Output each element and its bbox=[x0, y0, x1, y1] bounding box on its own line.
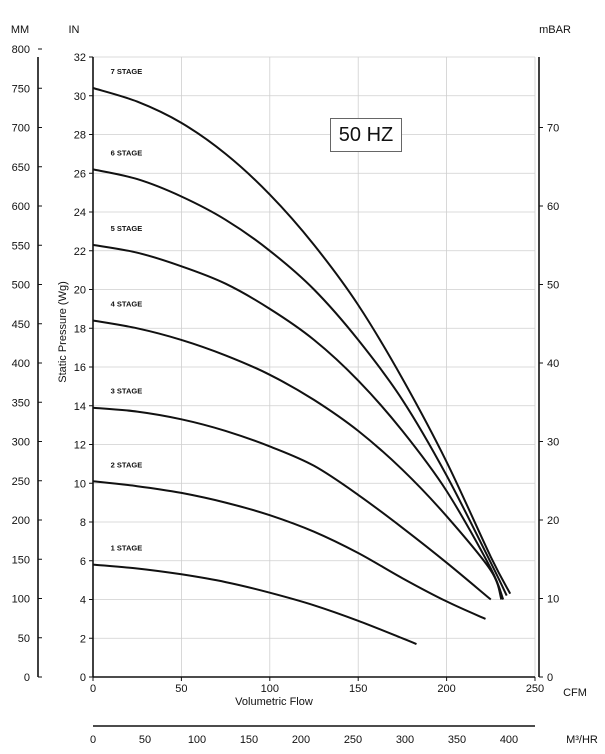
mm-tick-label: 200 bbox=[12, 515, 30, 527]
y-tick-label: 18 bbox=[74, 323, 86, 335]
series-label-stage-6: 6 STAGE bbox=[111, 148, 143, 157]
series-line-stage-7 bbox=[92, 87, 512, 595]
mm-tick-label: 0 bbox=[24, 672, 30, 684]
x-tick-label: 100 bbox=[261, 683, 279, 695]
mm-tick-label: 400 bbox=[12, 358, 30, 370]
y-tick-label: 22 bbox=[74, 246, 86, 258]
y-tick-label: 16 bbox=[74, 362, 86, 374]
m3hr-tick-label: 100 bbox=[188, 734, 206, 746]
grid-layer bbox=[93, 56, 536, 677]
mbar-tick-label: 50 bbox=[547, 280, 559, 292]
series-label-stage-4: 4 STAGE bbox=[111, 300, 143, 309]
x-tick-label: 150 bbox=[349, 683, 367, 695]
mm-tick-label: 150 bbox=[12, 554, 30, 566]
mbar-tick-label: 60 bbox=[547, 201, 559, 213]
series-line-stage-4 bbox=[92, 319, 503, 600]
series-label-stage-2: 2 STAGE bbox=[111, 460, 143, 469]
series-line-stage-5 bbox=[92, 243, 505, 600]
x-tick-label: 250 bbox=[526, 683, 544, 695]
mm-tick-label: 750 bbox=[12, 83, 30, 95]
mm-tick-label: 250 bbox=[12, 476, 30, 488]
mm-tick-label: 500 bbox=[12, 280, 30, 292]
mm-tick-label: 50 bbox=[18, 633, 30, 645]
mm-tick-label: 100 bbox=[12, 594, 30, 606]
y-tick-label: 8 bbox=[80, 517, 86, 529]
x-tick-label: 200 bbox=[437, 683, 455, 695]
m3hr-tick-label: 50 bbox=[139, 734, 151, 746]
y-axis-title: Static Pressure (Wg) bbox=[57, 281, 69, 382]
labels-layer: MM IN mBAR M³/HR CFM Volumetric Flow Static Pr… bbox=[11, 24, 598, 746]
m3hr-tick-label: 350 bbox=[448, 734, 466, 746]
y-tick-label: 24 bbox=[74, 207, 86, 219]
x-tick-label: 50 bbox=[175, 683, 187, 695]
y-tick-label: 0 bbox=[80, 672, 86, 684]
y-tick-label: 10 bbox=[74, 478, 86, 490]
cfm-unit-label: CFM bbox=[563, 687, 587, 699]
frequency-label: 50 HZ bbox=[330, 118, 402, 152]
m3hr-unit-label: M³/HR bbox=[566, 734, 598, 746]
mbar-tick-label: 70 bbox=[547, 123, 559, 135]
series-line-stage-6 bbox=[92, 168, 508, 597]
mm-tick-label: 800 bbox=[12, 44, 30, 56]
y-tick-label: 20 bbox=[74, 285, 86, 297]
mm-tick-label: 450 bbox=[12, 319, 30, 331]
y-tick-label: 30 bbox=[74, 91, 86, 103]
series-line-stage-3 bbox=[92, 406, 492, 601]
mbar-tick-label: 40 bbox=[547, 358, 559, 370]
in-unit-label: IN bbox=[69, 24, 80, 36]
mm-tick-label: 300 bbox=[12, 437, 30, 449]
mbar-tick-label: 0 bbox=[547, 672, 553, 684]
mm-tick-label: 350 bbox=[12, 397, 30, 409]
series-label-stage-5: 5 STAGE bbox=[111, 224, 143, 233]
m3hr-tick-label: 200 bbox=[292, 734, 310, 746]
m3hr-tick-label: 400 bbox=[500, 734, 518, 746]
mm-tick-label: 600 bbox=[12, 201, 30, 213]
m3hr-tick-label: 300 bbox=[396, 734, 414, 746]
m3hr-tick-label: 0 bbox=[90, 734, 96, 746]
y-tick-label: 2 bbox=[80, 633, 86, 645]
m3hr-tick-label: 150 bbox=[240, 734, 258, 746]
y-tick-label: 28 bbox=[74, 130, 86, 142]
mbar-tick-label: 20 bbox=[547, 515, 559, 527]
y-tick-label: 32 bbox=[74, 52, 86, 64]
mbar-tick-label: 30 bbox=[547, 437, 559, 449]
mm-unit-label: MM bbox=[11, 24, 29, 36]
mm-tick-label: 650 bbox=[12, 162, 30, 174]
series-label-stage-3: 3 STAGE bbox=[111, 387, 143, 396]
x-tick-label: 0 bbox=[90, 683, 96, 695]
y-tick-label: 4 bbox=[80, 595, 86, 607]
series-label-stage-7: 7 STAGE bbox=[111, 67, 143, 76]
mbar-tick-label: 10 bbox=[547, 594, 559, 606]
series-line-stage-1 bbox=[92, 563, 417, 646]
m3hr-tick-label: 250 bbox=[344, 734, 362, 746]
y-tick-label: 14 bbox=[74, 401, 86, 413]
curves-layer bbox=[92, 87, 512, 646]
y-tick-label: 26 bbox=[74, 168, 86, 180]
series-line-stage-2 bbox=[92, 480, 486, 620]
y-tick-label: 12 bbox=[74, 440, 86, 452]
mm-tick-label: 700 bbox=[12, 123, 30, 135]
mm-tick-label: 550 bbox=[12, 240, 30, 252]
series-label-stage-1: 1 STAGE bbox=[111, 544, 143, 553]
mbar-unit-label: mBAR bbox=[539, 24, 571, 36]
y-tick-label: 6 bbox=[80, 556, 86, 568]
x-axis-title: Volumetric Flow bbox=[235, 696, 313, 708]
